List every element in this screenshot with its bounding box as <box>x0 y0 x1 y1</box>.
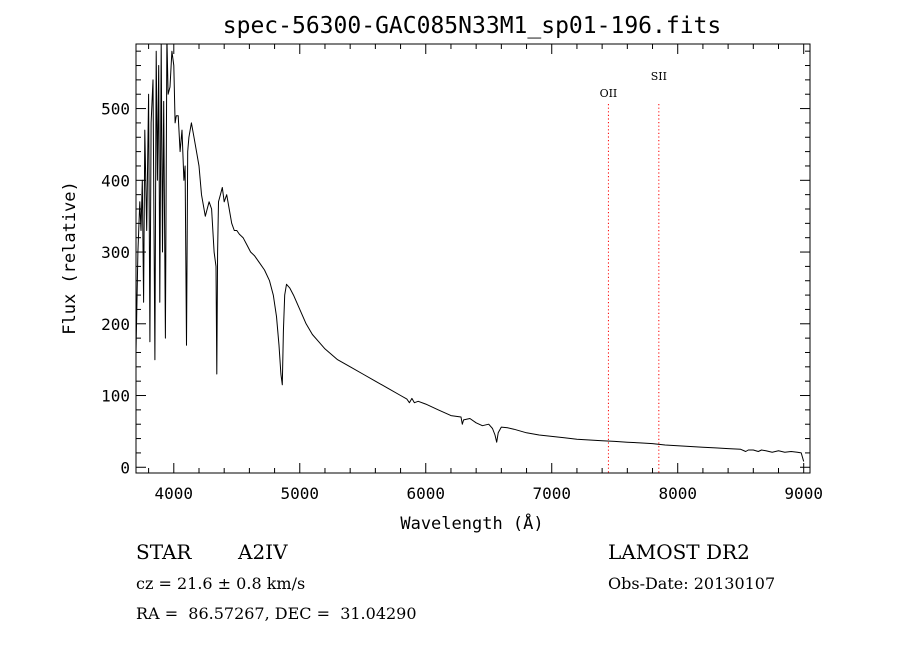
x-axis: 4000 5000 6000 7000 8000 9000 <box>148 44 823 503</box>
y-axis: 0 100 200 300 400 500 <box>101 50 810 477</box>
x-tick-label: 5000 <box>281 484 320 503</box>
y-tick-label: 200 <box>101 315 130 334</box>
x-tick-label: 6000 <box>406 484 445 503</box>
emission-line-markers <box>607 104 660 473</box>
y-tick-label: 500 <box>101 100 130 119</box>
y-tick-label: 400 <box>101 171 130 190</box>
y-tick-label: 0 <box>120 458 130 477</box>
y-tick-label: 100 <box>101 387 130 406</box>
emission-line-label: SII <box>651 70 667 83</box>
x-tick-label: 7000 <box>532 484 571 503</box>
x-tick-label: 9000 <box>784 484 823 503</box>
emission-line-label: OII <box>600 87 618 100</box>
observation-date: Obs-Date: 20130107 <box>608 574 776 593</box>
y-tick-label: 300 <box>101 243 130 262</box>
x-tick-label: 4000 <box>155 484 194 503</box>
coordinates: RA = 86.57267, DEC = 31.04290 <box>136 604 417 623</box>
redshift-value: cz = 21.6 ± 0.8 km/s <box>136 574 306 593</box>
y-axis-label: Flux (relative) <box>60 181 80 335</box>
survey-name: LAMOST DR2 <box>608 540 750 564</box>
plot-frame <box>135 43 811 474</box>
x-axis-label: Wavelength (Å) <box>400 512 543 534</box>
chart-title: spec-56300-GAC085N33M1_sp01-196.fits <box>223 13 722 39</box>
spectral-subclass: A2IV <box>238 540 288 564</box>
object-class: STAR <box>136 540 192 564</box>
emission-line-labels: OII SII <box>600 70 667 100</box>
spectrum-line <box>136 44 805 462</box>
x-tick-label: 8000 <box>658 484 697 503</box>
